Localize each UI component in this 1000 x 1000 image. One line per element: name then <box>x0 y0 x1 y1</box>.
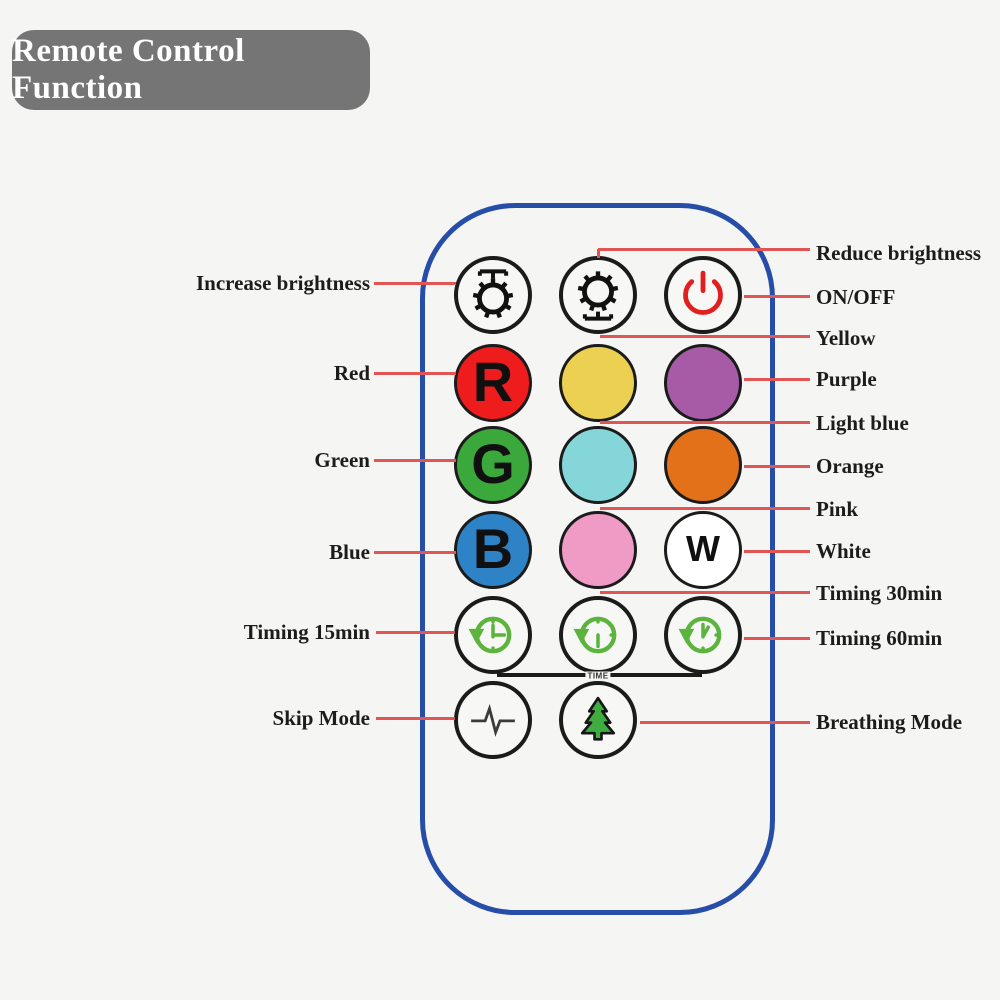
red-button[interactable]: R <box>454 344 532 422</box>
breathing-mode-button[interactable] <box>559 681 637 759</box>
callout-label-skip-mode: Skip Mode <box>272 706 370 730</box>
timer-60-button[interactable] <box>664 596 742 674</box>
brightness-down-icon <box>577 271 619 321</box>
callout-label-purple: Purple <box>816 367 877 391</box>
callout-label-blue: Blue <box>329 540 370 564</box>
callout-line-on-off <box>744 294 810 298</box>
blue-button[interactable]: B <box>454 511 532 589</box>
callout-label-timing-60min: Timing 60min <box>816 626 943 650</box>
brightness-up-icon <box>472 269 514 319</box>
callout-line-red <box>374 371 456 375</box>
callout-line-orange <box>744 464 810 468</box>
callout-label-timing-30min: Timing 30min <box>816 581 943 605</box>
callout-line-timing-60min <box>744 636 810 640</box>
callout-label-timing-15min: Timing 15min <box>243 620 370 644</box>
title-badge: Remote Control Function <box>12 30 370 110</box>
callout-line-white <box>744 549 810 553</box>
page-title: Remote Control Function <box>12 33 245 106</box>
callout-label-reduce-brightness: Reduce brightness <box>816 241 982 265</box>
callout-line-green <box>374 458 456 462</box>
timer-15-button[interactable] <box>454 596 532 674</box>
lightblue-button[interactable] <box>559 426 637 504</box>
callout-label-light-blue: Light blue <box>816 411 909 435</box>
purple-button[interactable] <box>664 344 742 422</box>
callout-line-timing-30min <box>600 590 810 594</box>
white-button[interactable]: W <box>664 511 742 589</box>
button-letter: B <box>472 517 514 580</box>
orange-button[interactable] <box>664 426 742 504</box>
callout-label-red: Red <box>333 361 370 385</box>
button-letter: W <box>686 528 720 569</box>
reduce-brightness-button[interactable] <box>559 256 637 334</box>
callout-label-yellow: Yellow <box>816 326 876 350</box>
pink-button[interactable] <box>559 511 637 589</box>
callout-label-orange: Orange <box>816 454 884 478</box>
button-letter: R <box>472 350 514 413</box>
callout-label-on-off: ON/OFF <box>816 285 896 309</box>
callout-line-light-blue <box>600 420 810 424</box>
callout-line-reduce-brightness <box>598 247 810 251</box>
remote-outline <box>420 203 775 915</box>
skip-mode-button[interactable] <box>454 681 532 759</box>
timer-60-icon <box>678 616 722 654</box>
callout-line-breathing-mode <box>640 720 810 724</box>
timer-15-icon <box>468 616 512 654</box>
power-icon <box>683 270 723 315</box>
green-button[interactable]: G <box>454 426 532 504</box>
pulse-icon <box>471 703 515 737</box>
timer-30-button[interactable] <box>559 596 637 674</box>
callout-line-purple <box>744 377 810 381</box>
callout-label-pink: Pink <box>816 497 859 521</box>
callout-line-blue <box>374 550 456 554</box>
callout-line-yellow <box>600 334 810 338</box>
callout-label-increase-brightness: Increase brightness <box>195 271 370 295</box>
time-label: TIME <box>585 671 611 681</box>
button-letter: G <box>471 432 515 495</box>
callout-label-green: Green <box>314 448 370 472</box>
timer-30-icon <box>573 616 617 654</box>
callout-line-pink <box>600 506 810 510</box>
callout-line-timing-15min <box>376 630 455 634</box>
callout-line-skip-mode <box>376 716 455 720</box>
tree-icon <box>580 696 616 741</box>
callout-stub-reduce-brightness <box>596 249 600 258</box>
increase-brightness-button[interactable] <box>454 256 532 334</box>
callout-label-white: White <box>816 539 871 563</box>
callout-line-increase-brightness <box>374 281 456 285</box>
yellow-button[interactable] <box>559 344 637 422</box>
callout-label-breathing-mode: Breathing Mode <box>816 710 963 734</box>
power-button[interactable] <box>664 256 742 334</box>
